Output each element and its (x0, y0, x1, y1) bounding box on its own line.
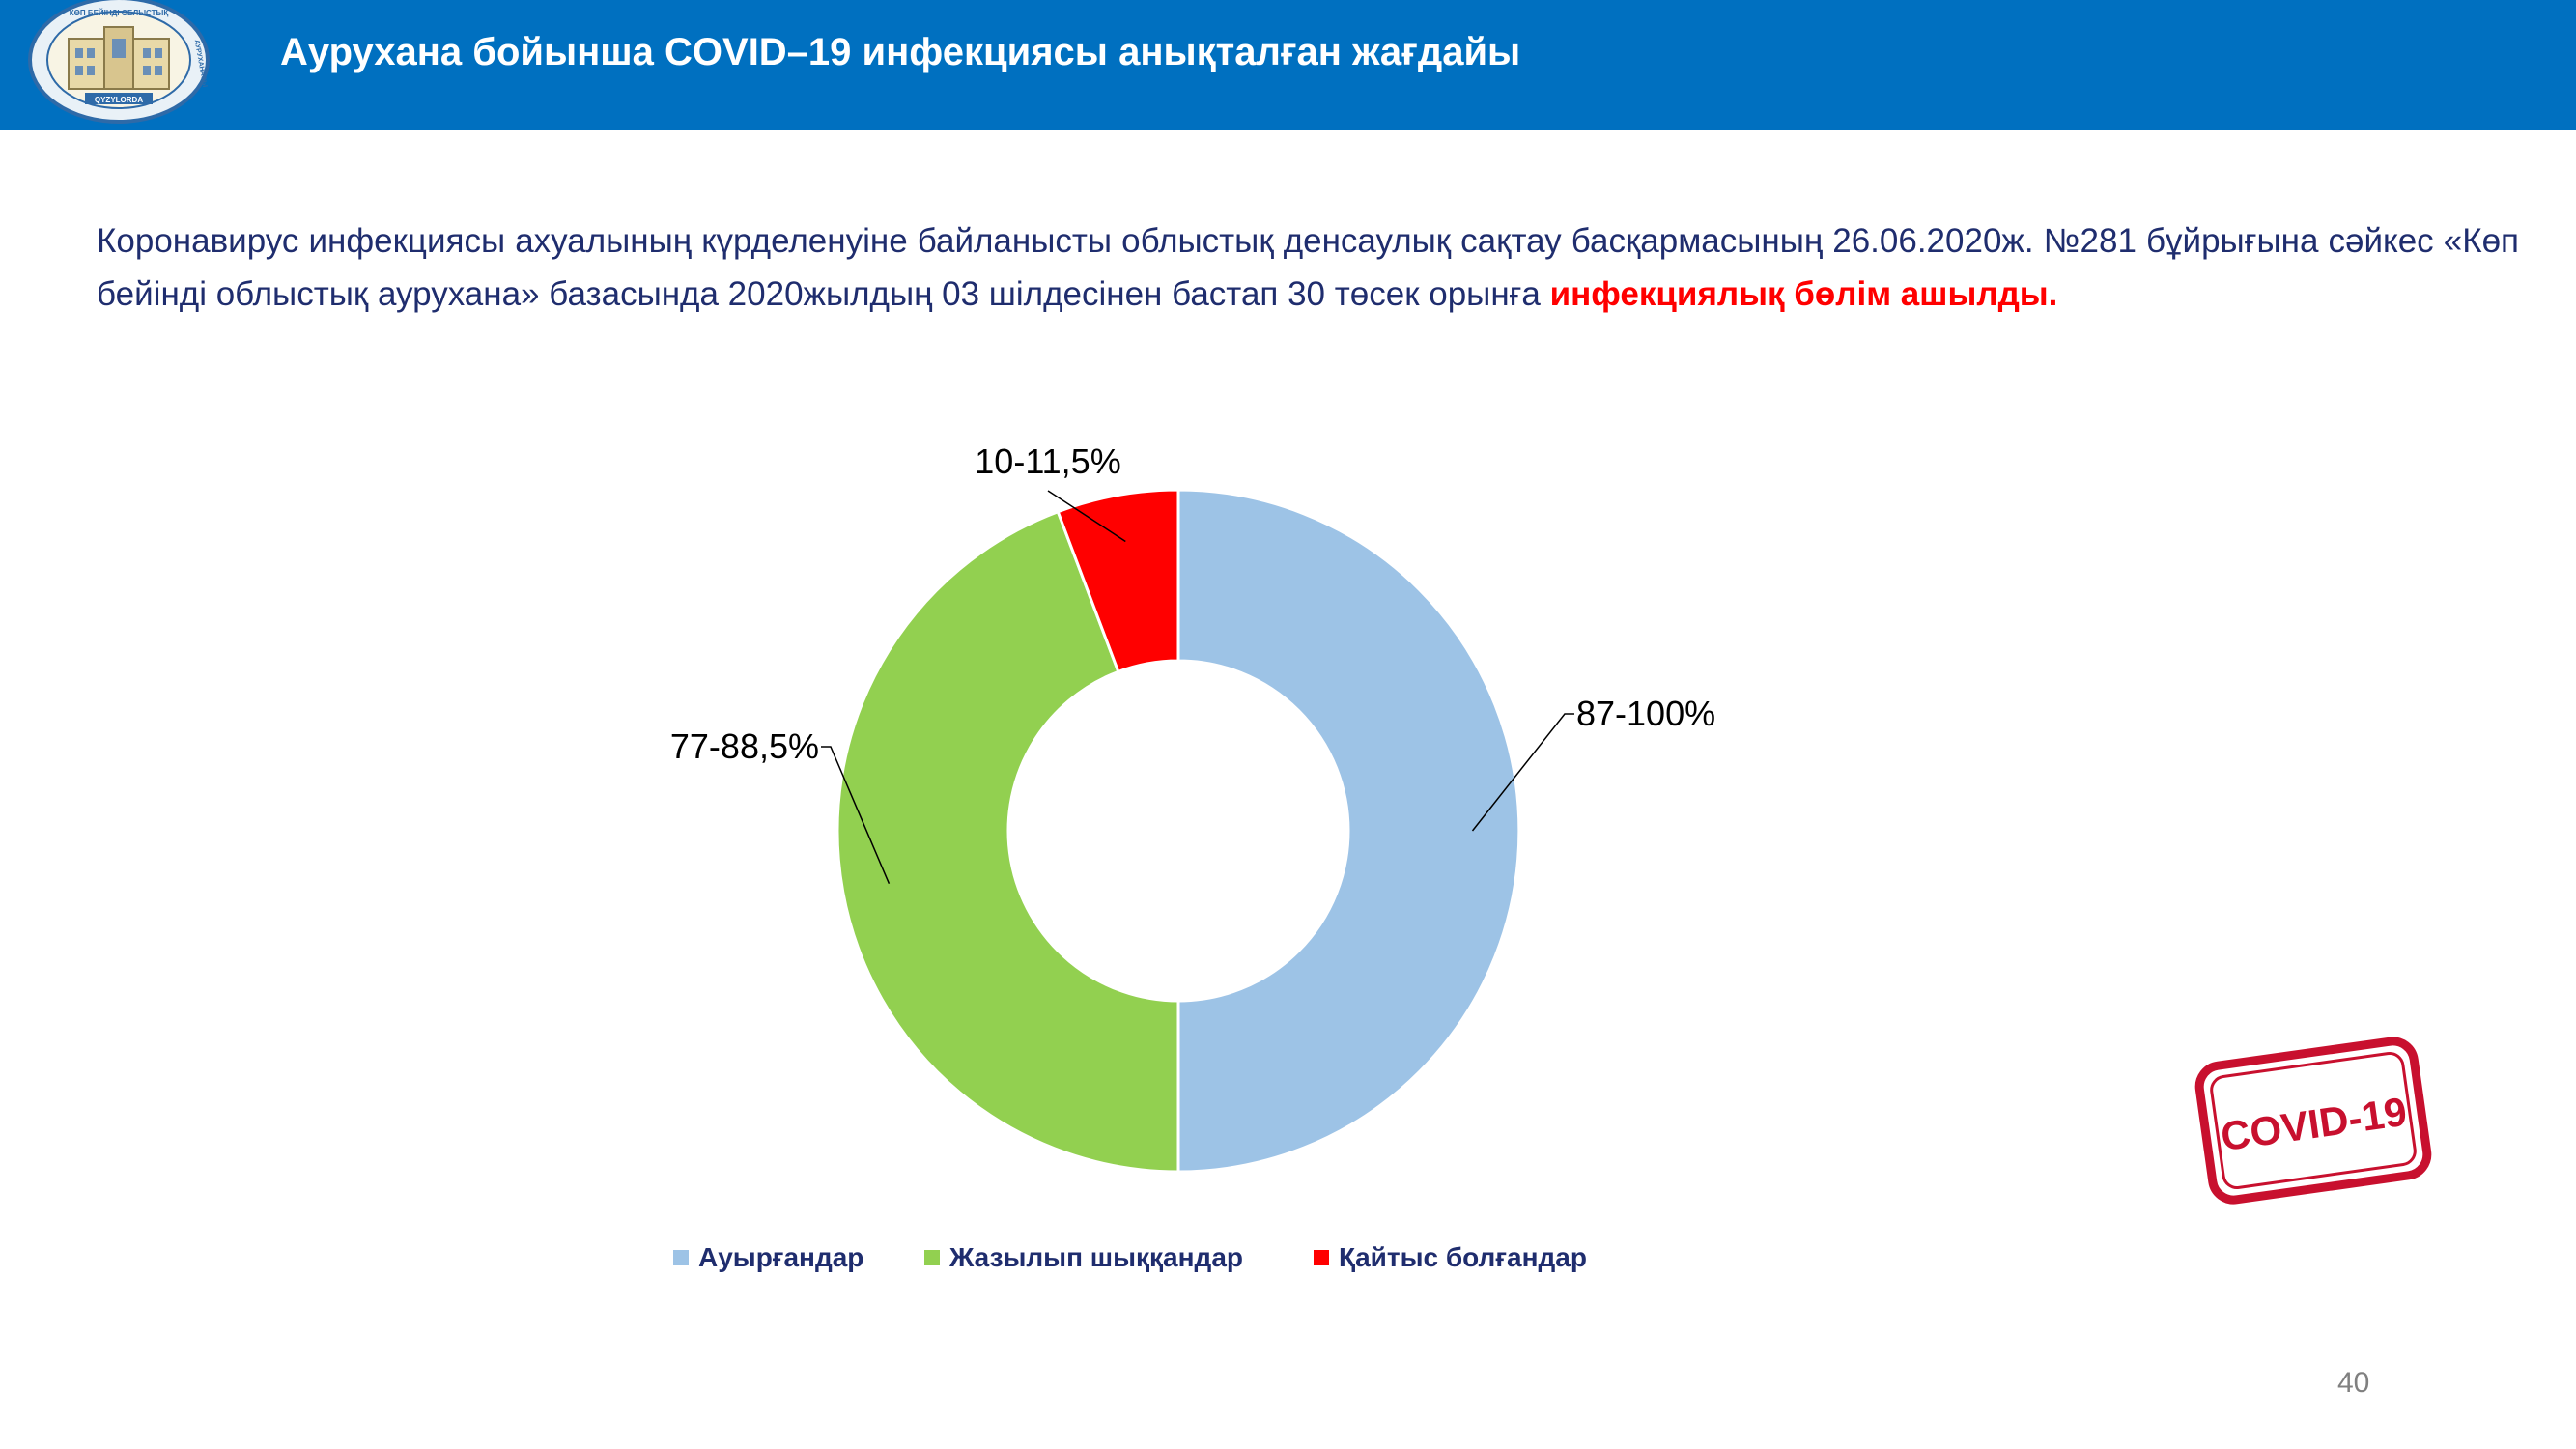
legend-swatch (1314, 1250, 1329, 1265)
intro-paragraph: Коронавирус инфекциясы ахуалының күрделе… (97, 214, 2519, 321)
header-bar: QYZYLORDA КӨП БЕЙІНДІ ОБЛЫСТЫҚ АУРУХАНАС… (0, 0, 2576, 130)
legend-label: Қайтыс болғандар (1339, 1242, 1587, 1272)
donut-slices (835, 488, 1521, 1174)
data-label-sick: 87-100% (1576, 694, 1715, 733)
legend-label: Жазылып шыққандар (949, 1242, 1243, 1272)
legend-item-deceased: Қайтыс болғандар (1314, 1242, 1587, 1273)
legend-item-sick: Ауырғандар (673, 1242, 863, 1273)
leader-line-sick (1471, 713, 1574, 832)
donut-slice-deceased (1056, 488, 1180, 674)
legend-swatch (924, 1250, 940, 1265)
legend-swatch (673, 1250, 689, 1265)
leader-lines (821, 490, 1574, 884)
logo-text-top: КӨП БЕЙІНДІ ОБЛЫСТЫҚ (70, 9, 169, 17)
donut-slice-sick (1176, 488, 1521, 1174)
stamp-text: COVID-19 (2218, 1089, 2409, 1160)
legend-item-recovered: Жазылып шыққандар (924, 1242, 1243, 1273)
data-labels: 87-100% 77-88,5% 10-11,5% (670, 441, 1715, 766)
intro-highlight: инфекциялық бөлім ашылды. (1549, 275, 2058, 313)
chart-legend: Ауырғандар Жазылып шыққандар Қайтыс болғ… (0, 1238, 2576, 1277)
hospital-logo-icon: QYZYLORDA КӨП БЕЙІНДІ ОБЛЫСТЫҚ АУРУХАНАС… (28, 0, 210, 124)
covid-stamp-icon: COVID-19 (2194, 1037, 2432, 1205)
legend-label: Ауырғандар (698, 1242, 864, 1272)
data-label-recovered: 77-88,5% (670, 726, 819, 766)
page-title: Аурухана бойынша COVID–19 инфекциясы аны… (280, 31, 1521, 73)
data-label-deceased: 10-11,5% (975, 441, 1120, 481)
leader-line-deceased (1047, 490, 1126, 543)
page-number: 40 (2337, 1367, 2370, 1399)
donut-slice-recovered (835, 509, 1180, 1174)
leader-line-recovered (821, 746, 891, 884)
intro-text: Коронавирус инфекциясы ахуалының күрделе… (97, 222, 2519, 313)
logo-text-bottom: QYZYLORDA (95, 96, 143, 104)
